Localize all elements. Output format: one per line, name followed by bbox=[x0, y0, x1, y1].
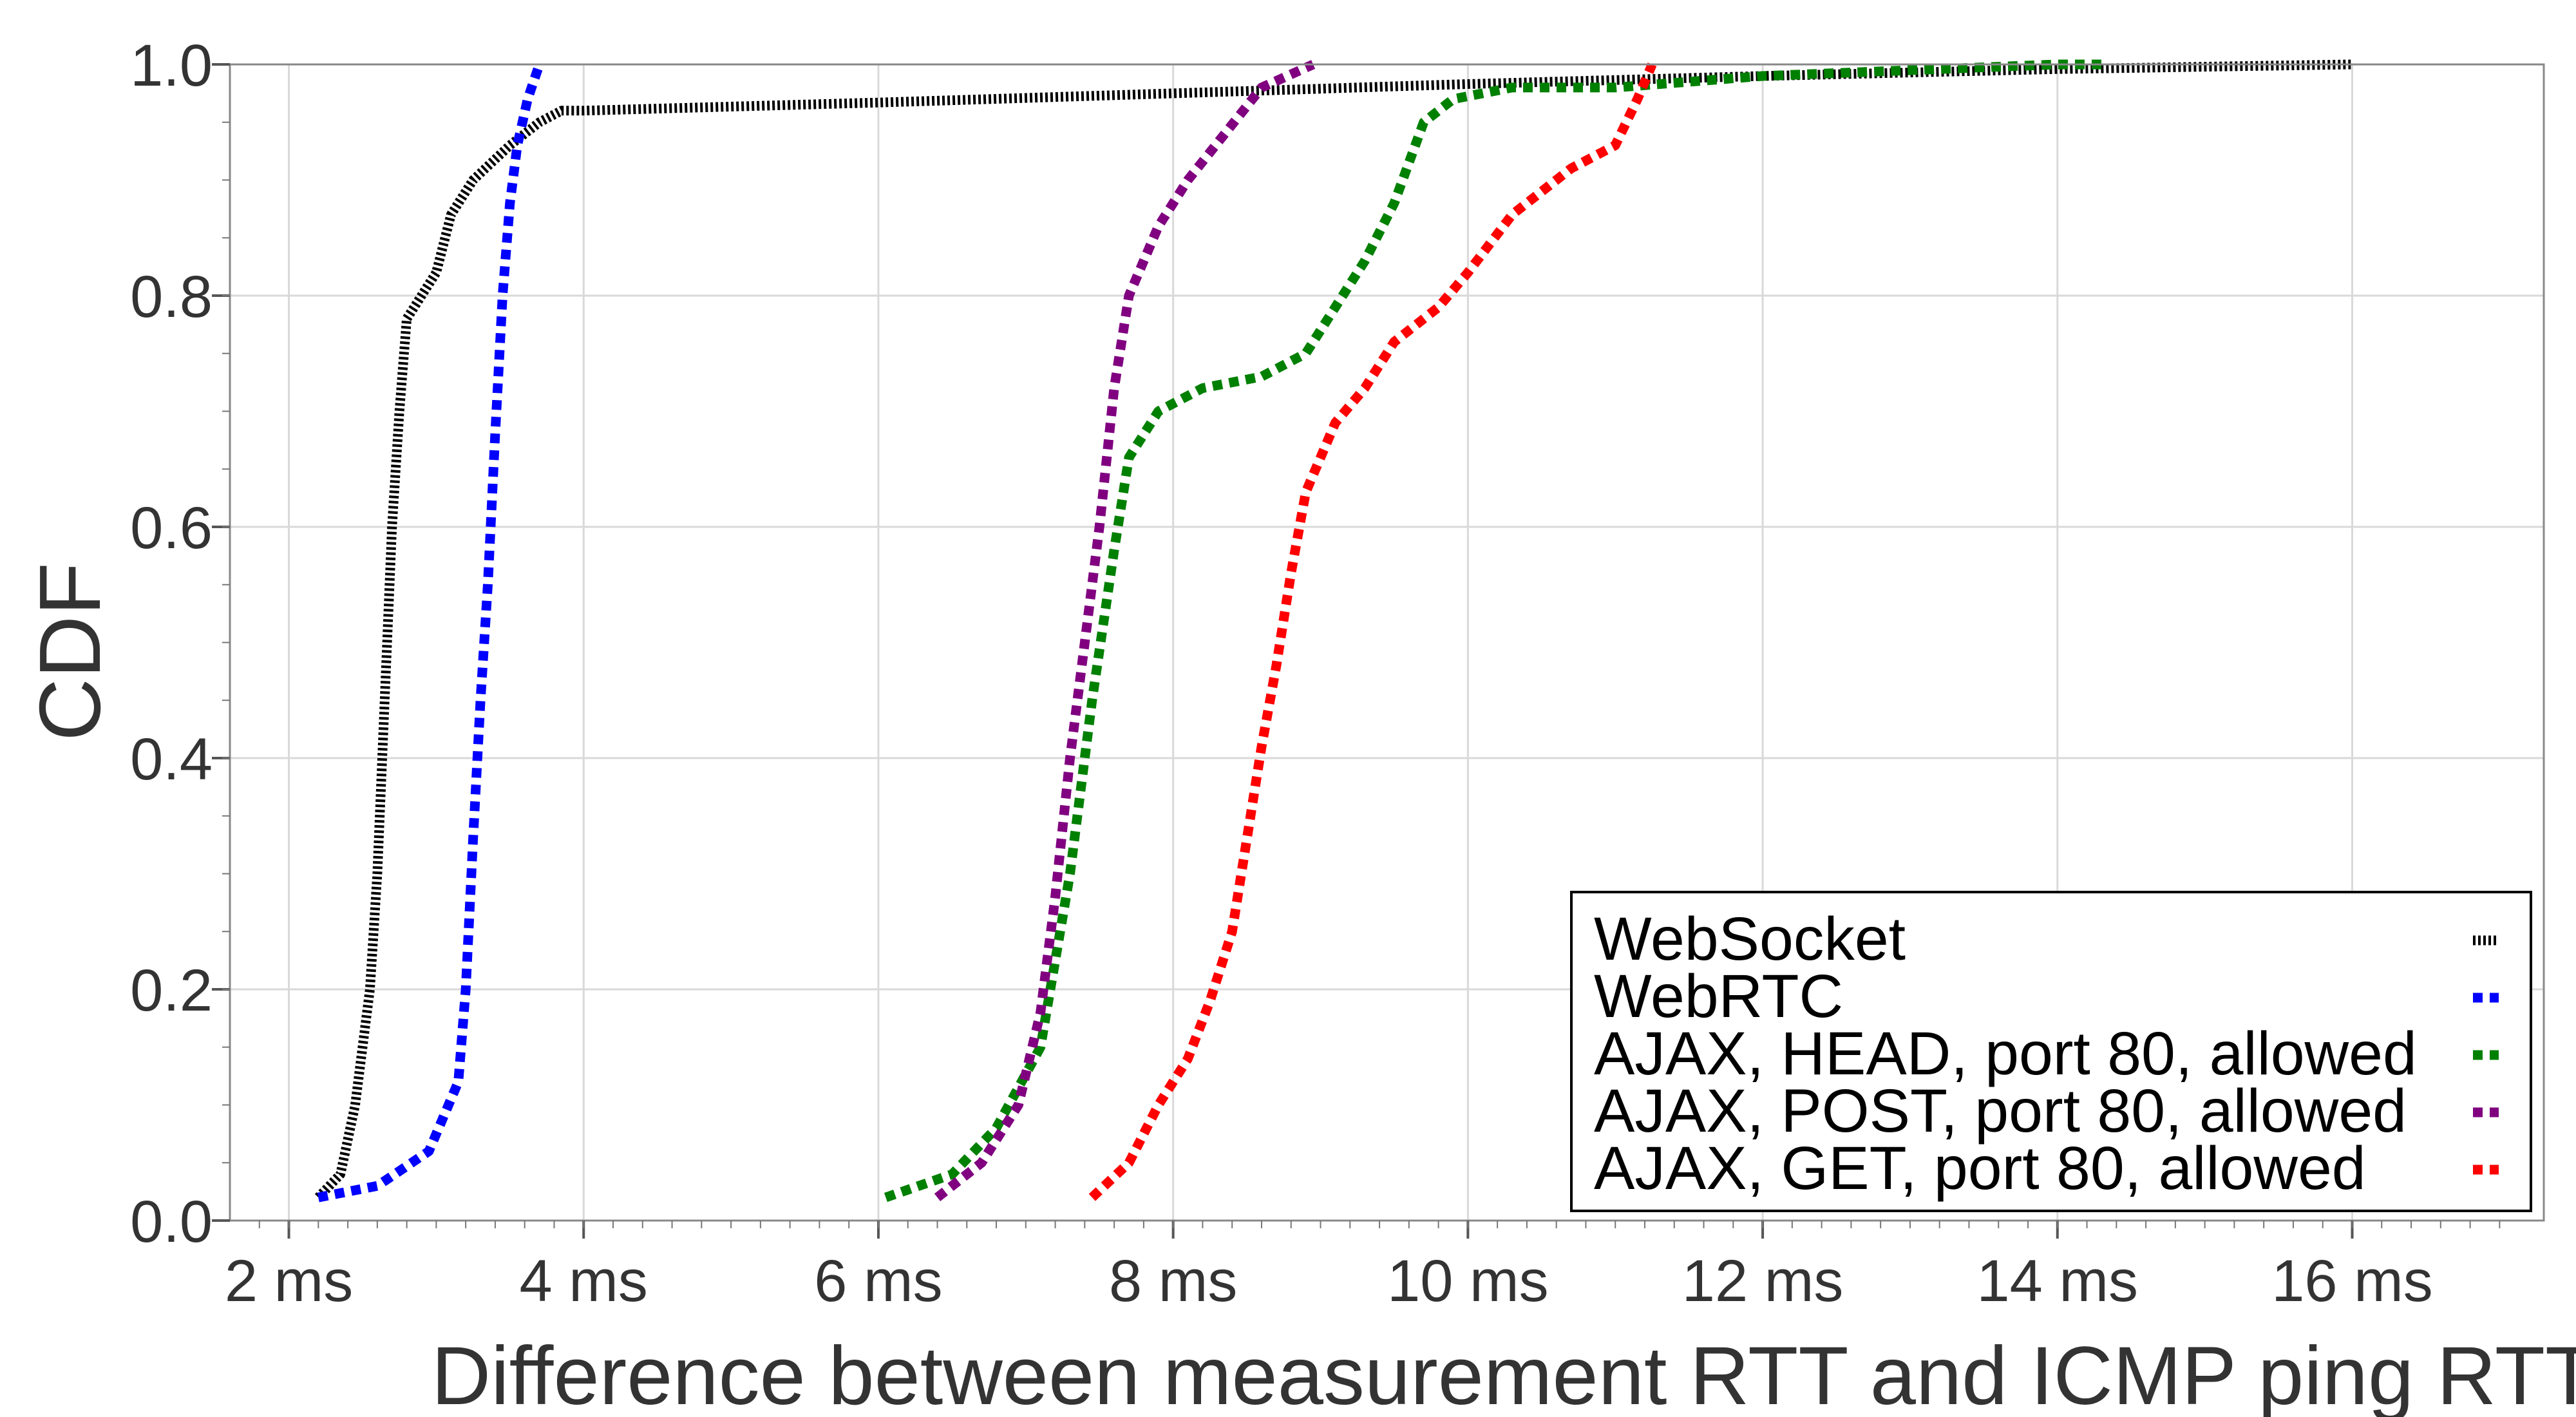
legend-label: WebRTC bbox=[1594, 962, 1843, 1031]
legend-label: AJAX, POST, port 80, allowed bbox=[1594, 1077, 2407, 1145]
y-tick-label: 0.0 bbox=[130, 1189, 213, 1255]
series-line-3 bbox=[934, 60, 1316, 1202]
series-line-2 bbox=[884, 59, 2102, 1203]
y-tick-label: 1.0 bbox=[130, 33, 213, 99]
legend-label: WebSocket bbox=[1594, 905, 1906, 973]
x-tick-label: 16 ms bbox=[2271, 1248, 2433, 1314]
x-tick-label: 2 ms bbox=[225, 1248, 353, 1314]
series-line-4 bbox=[1088, 62, 1657, 1201]
x-tick-label: 12 ms bbox=[1682, 1248, 1844, 1314]
x-tick-label: 14 ms bbox=[1977, 1248, 2139, 1314]
series-line-0 bbox=[314, 59, 2353, 1201]
y-tick-label: 0.8 bbox=[130, 264, 213, 330]
legend-box bbox=[1570, 891, 2532, 1212]
x-tick-label: 8 ms bbox=[1109, 1248, 1237, 1314]
series-line-1 bbox=[317, 62, 544, 1203]
x-tick-label: 10 ms bbox=[1387, 1248, 1549, 1314]
axis-tick-labels: 2 ms 4 ms 6 ms 8 ms 10 ms 12 ms 14 ms 16 ms 0.0 0… bbox=[130, 33, 2433, 1314]
y-axis-title: CDF bbox=[21, 562, 118, 741]
axis-ticks bbox=[212, 63, 2501, 1239]
legend-label: AJAX, HEAD, port 80, allowed bbox=[1594, 1020, 2417, 1088]
y-tick-label: 0.6 bbox=[130, 495, 213, 561]
legend-label: AJAX, GET, port 80, allowed bbox=[1594, 1134, 2366, 1203]
y-tick-label: 0.4 bbox=[130, 727, 213, 792]
x-tick-label: 6 ms bbox=[814, 1248, 942, 1314]
y-tick-label: 0.2 bbox=[130, 958, 213, 1023]
x-axis-title: Difference between measurement RTT and I… bbox=[431, 1330, 2576, 1417]
series-lines bbox=[314, 59, 2353, 1203]
x-tick-label: 4 ms bbox=[520, 1248, 648, 1314]
